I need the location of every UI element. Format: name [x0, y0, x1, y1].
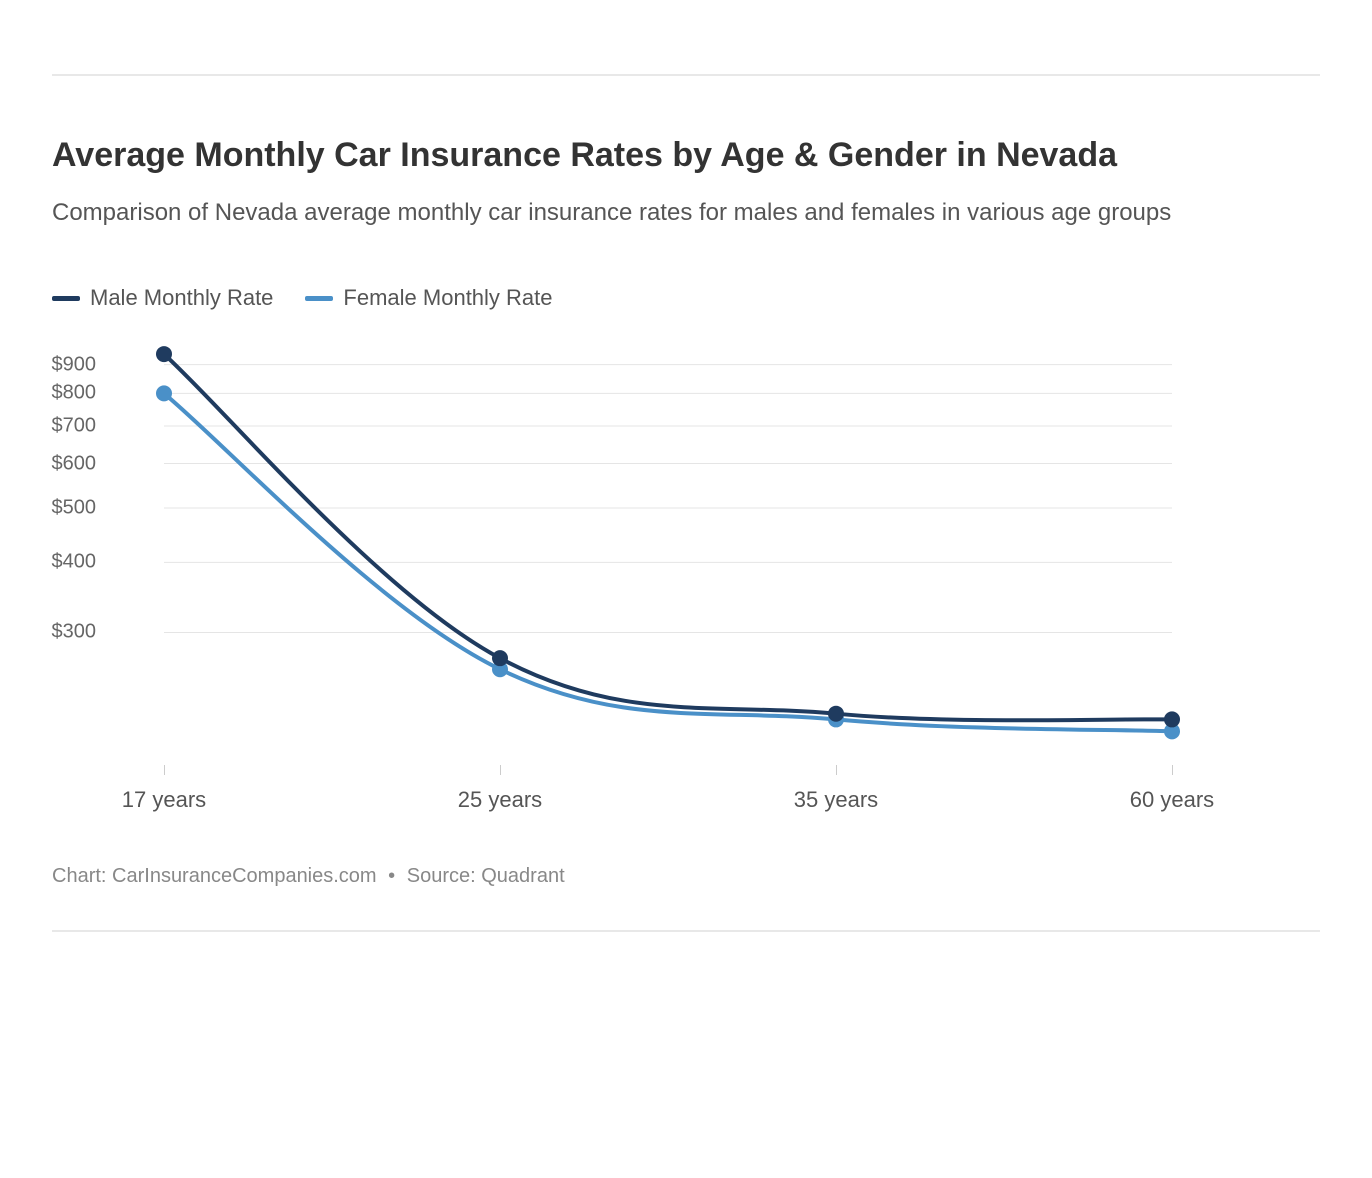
x-tick-mark — [836, 765, 837, 775]
x-axis-label: 17 years — [122, 787, 206, 813]
legend-item-female: Female Monthly Rate — [305, 285, 552, 311]
y-axis-label: $700 — [36, 414, 96, 437]
y-axis-label: $500 — [36, 496, 96, 519]
chart-subtitle: Comparison of Nevada average monthly car… — [52, 199, 1320, 227]
y-axis-label: $600 — [36, 452, 96, 475]
legend-item-male: Male Monthly Rate — [52, 285, 273, 311]
chart-credits: Chart: CarInsuranceCompanies.com • Sourc… — [52, 865, 1320, 888]
credit-source-value: Quadrant — [481, 865, 564, 887]
chart-title: Average Monthly Car Insurance Rates by A… — [52, 136, 1320, 175]
legend-label-male: Male Monthly Rate — [90, 285, 273, 311]
legend-dash-icon — [305, 296, 333, 301]
credit-separator-icon: • — [388, 865, 395, 887]
x-axis-label: 60 years — [1130, 787, 1214, 813]
x-tick-mark — [500, 765, 501, 775]
bottom-divider — [52, 930, 1320, 932]
x-tick-mark — [164, 765, 165, 775]
top-divider — [52, 74, 1320, 76]
y-axis-label: $900 — [36, 353, 96, 376]
chart-plot-area: $300$400$500$600$700$800$90017 years25 y… — [52, 339, 1320, 829]
x-axis-label: 25 years — [458, 787, 542, 813]
x-tick-mark — [1172, 765, 1173, 775]
legend-dash-icon — [52, 296, 80, 301]
credit-source-label: Source: — [407, 865, 476, 887]
line-chart — [52, 339, 1320, 829]
y-axis-label: $300 — [36, 621, 96, 644]
credit-chart-label: Chart: — [52, 865, 106, 887]
credit-chart-value: CarInsuranceCompanies.com — [112, 865, 377, 887]
y-axis-label: $400 — [36, 551, 96, 574]
legend-label-female: Female Monthly Rate — [343, 285, 552, 311]
x-axis-label: 35 years — [794, 787, 878, 813]
legend: Male Monthly Rate Female Monthly Rate — [52, 285, 1320, 311]
y-axis-label: $800 — [36, 382, 96, 405]
